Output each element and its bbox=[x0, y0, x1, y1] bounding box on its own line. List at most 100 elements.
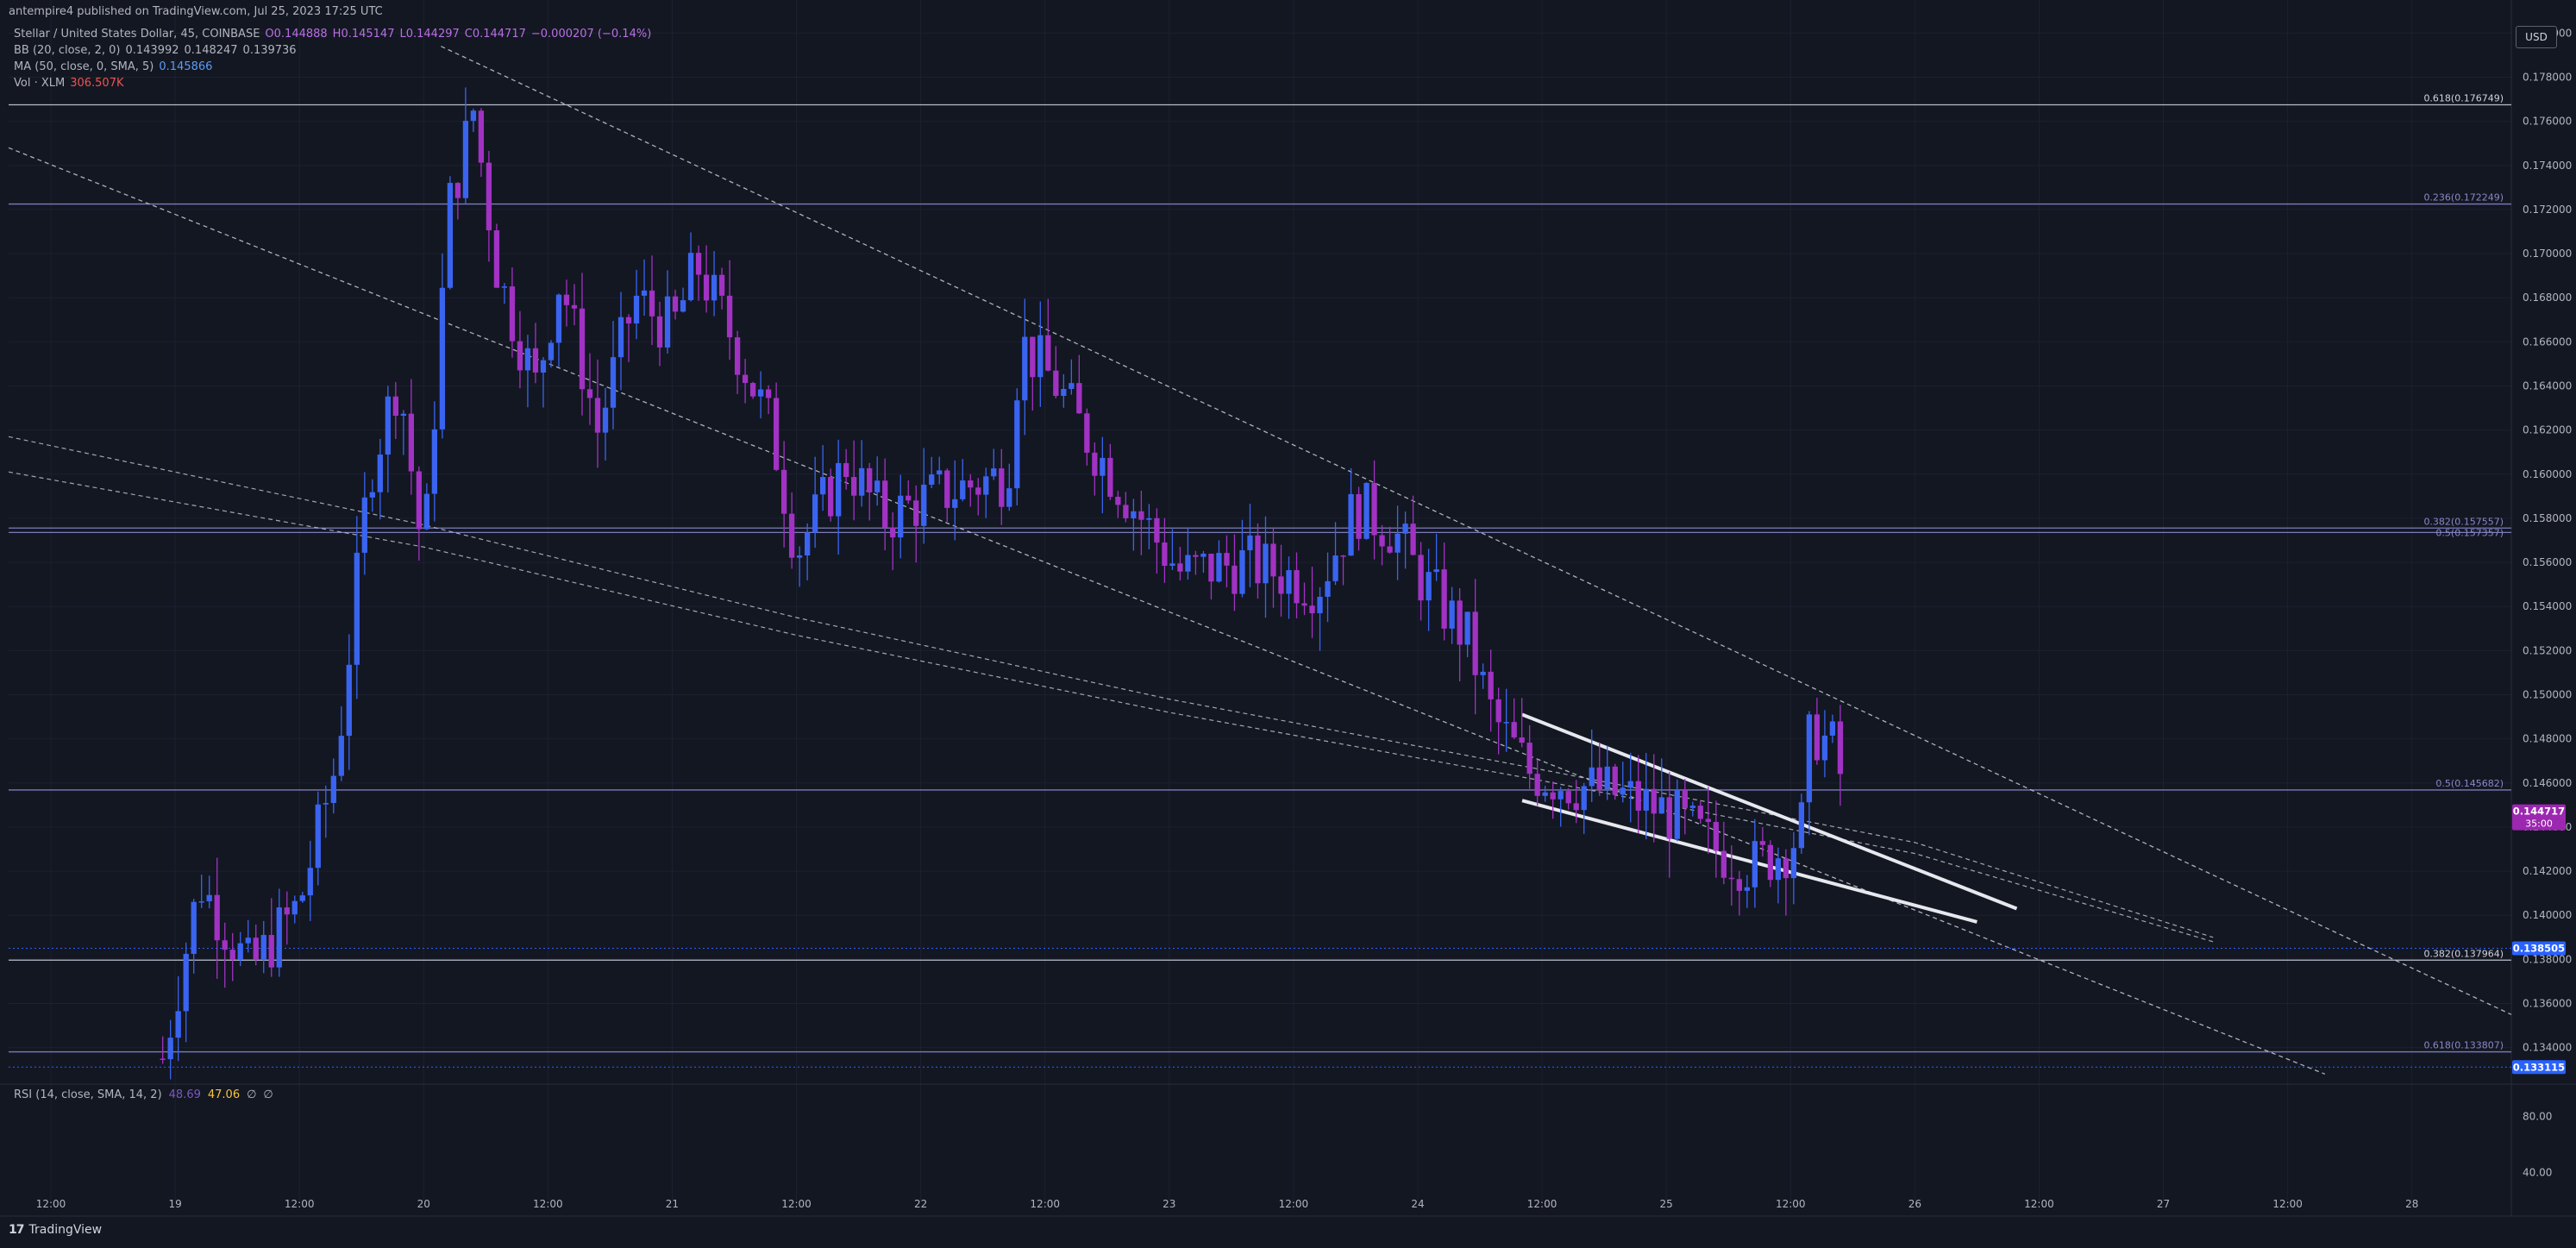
symbol-row[interactable]: Stellar / United States Dollar, 45, COIN… bbox=[14, 26, 651, 42]
candle-body bbox=[929, 474, 935, 485]
rsi-legend[interactable]: RSI (14, close, SMA, 14, 2) 48.69 47.06 … bbox=[14, 1088, 273, 1101]
candle-body bbox=[299, 895, 305, 901]
candle-body bbox=[1348, 493, 1354, 556]
wedge-line bbox=[1521, 799, 1977, 924]
candle-body bbox=[672, 296, 679, 312]
candle-body bbox=[602, 407, 609, 433]
candle-body bbox=[1278, 576, 1284, 594]
candle-body bbox=[1232, 565, 1238, 594]
candle-body bbox=[921, 484, 927, 526]
candle-body bbox=[392, 396, 398, 416]
bb-row[interactable]: BB (20, close, 2, 0) 0.143992 0.148247 0… bbox=[14, 42, 651, 59]
candle-body bbox=[1433, 569, 1439, 573]
candle-body bbox=[1418, 555, 1424, 601]
candle-body bbox=[1472, 611, 1478, 675]
candle-body bbox=[447, 183, 454, 288]
ohlc-low: L0.144297 bbox=[399, 28, 460, 41]
vol-row[interactable]: Vol · XLM 306.507K bbox=[14, 75, 651, 91]
candle-body bbox=[1821, 735, 1828, 761]
candle-body bbox=[874, 480, 881, 492]
candle-body bbox=[1131, 511, 1137, 518]
candle-body bbox=[400, 413, 407, 416]
candle-body bbox=[843, 462, 849, 478]
vol-value: 306.507K bbox=[70, 77, 124, 90]
candle-body bbox=[796, 555, 803, 558]
candle-body bbox=[1123, 505, 1129, 518]
publisher-line: antempire4 published on TradingView.com,… bbox=[9, 5, 383, 18]
candle-body bbox=[1014, 400, 1020, 489]
candle-body bbox=[1371, 482, 1377, 536]
candle-body bbox=[540, 360, 547, 373]
candle-body bbox=[1379, 535, 1385, 547]
candle-body bbox=[206, 894, 212, 902]
candle-body bbox=[571, 304, 578, 309]
candle-body bbox=[284, 907, 290, 915]
x-tick-label: 27 bbox=[2157, 1198, 2170, 1210]
price-tag-label: 0.144717 bbox=[2513, 806, 2565, 818]
ohlc-change: −0.000207 (−0.14%) bbox=[530, 28, 652, 41]
candle-body bbox=[1526, 743, 1532, 775]
x-tick-label: 12:00 bbox=[1776, 1198, 1806, 1210]
candle-body bbox=[812, 494, 818, 533]
candle-body bbox=[757, 389, 764, 397]
ma-row[interactable]: MA (50, close, 0, SMA, 5) 0.145866 bbox=[14, 59, 651, 75]
candle-body bbox=[1100, 457, 1106, 476]
y-tick-label: 0.150000 bbox=[2523, 689, 2572, 701]
candle-body bbox=[1426, 572, 1432, 601]
candle-body bbox=[1115, 496, 1121, 505]
candle-body bbox=[1612, 766, 1618, 795]
time-axis[interactable]: 12:00 19 12:00 20 12:00 21 12:00 22 12:00 23 12:00… bbox=[36, 1198, 2419, 1210]
ohlc-open: O0.144888 bbox=[265, 28, 328, 41]
candle-body bbox=[1185, 555, 1191, 572]
candle-body bbox=[1596, 767, 1602, 791]
candle-body bbox=[1441, 569, 1447, 629]
currency-button[interactable]: USD bbox=[2516, 26, 2557, 48]
candle-body bbox=[1340, 555, 1346, 557]
candle-body bbox=[222, 940, 228, 950]
candle-body bbox=[867, 467, 873, 492]
candle-body bbox=[245, 938, 251, 944]
candle-body bbox=[1620, 787, 1626, 795]
y-tick-label: 0.174000 bbox=[2523, 160, 2572, 172]
candle-body bbox=[470, 110, 477, 122]
x-tick-label: 12:00 bbox=[1030, 1198, 1060, 1210]
candle-body bbox=[1061, 388, 1067, 396]
x-tick-label: 19 bbox=[168, 1198, 181, 1210]
price-axis[interactable]: 0.134000 0.136000 0.138000 0.140000 0.142000… bbox=[2523, 27, 2572, 1053]
candle-body bbox=[1798, 802, 1805, 849]
rsi-value-1: 48.69 bbox=[168, 1088, 201, 1101]
rsi-panel: 80.00 40.00 bbox=[2523, 1111, 2552, 1179]
candle-body bbox=[1216, 553, 1222, 582]
candle-body bbox=[1317, 596, 1323, 614]
candle-body bbox=[1045, 335, 1051, 371]
footer-brand[interactable]: 17 TradingView bbox=[9, 1223, 102, 1237]
candle-body bbox=[517, 341, 523, 371]
y-tick-label: 0.160000 bbox=[2523, 468, 2572, 480]
candle-body bbox=[377, 455, 383, 492]
candle-body bbox=[703, 274, 710, 301]
candle-body bbox=[1169, 563, 1175, 566]
fib-levels: 0.618(0.176749) 0.236(0.172249) 0.382(0.15… bbox=[9, 92, 2511, 1068]
candle-body bbox=[726, 295, 733, 338]
trendlines[interactable] bbox=[8, 46, 2512, 1075]
candle-body bbox=[361, 497, 367, 553]
candle-body bbox=[687, 253, 694, 301]
candle-body bbox=[291, 900, 298, 915]
ohlc-close: C0.144717 bbox=[464, 28, 526, 41]
candle-body bbox=[664, 296, 671, 348]
bb-label: BB (20, close, 2, 0) bbox=[14, 44, 121, 57]
candle-body bbox=[1635, 781, 1641, 811]
candle-body bbox=[1736, 879, 1742, 891]
x-tick-label: 12:00 bbox=[533, 1198, 563, 1210]
bb-value-1: 0.143992 bbox=[125, 44, 179, 57]
candle-body bbox=[1208, 553, 1214, 582]
candle-body bbox=[1053, 370, 1059, 396]
candle-body bbox=[1177, 563, 1183, 572]
candle-body bbox=[478, 110, 485, 163]
y-tick-label: 0.156000 bbox=[2523, 556, 2572, 568]
candle-body bbox=[1689, 806, 1695, 808]
candle-body bbox=[742, 374, 749, 384]
candle-body bbox=[1674, 789, 1680, 839]
candle-body bbox=[1387, 546, 1393, 553]
